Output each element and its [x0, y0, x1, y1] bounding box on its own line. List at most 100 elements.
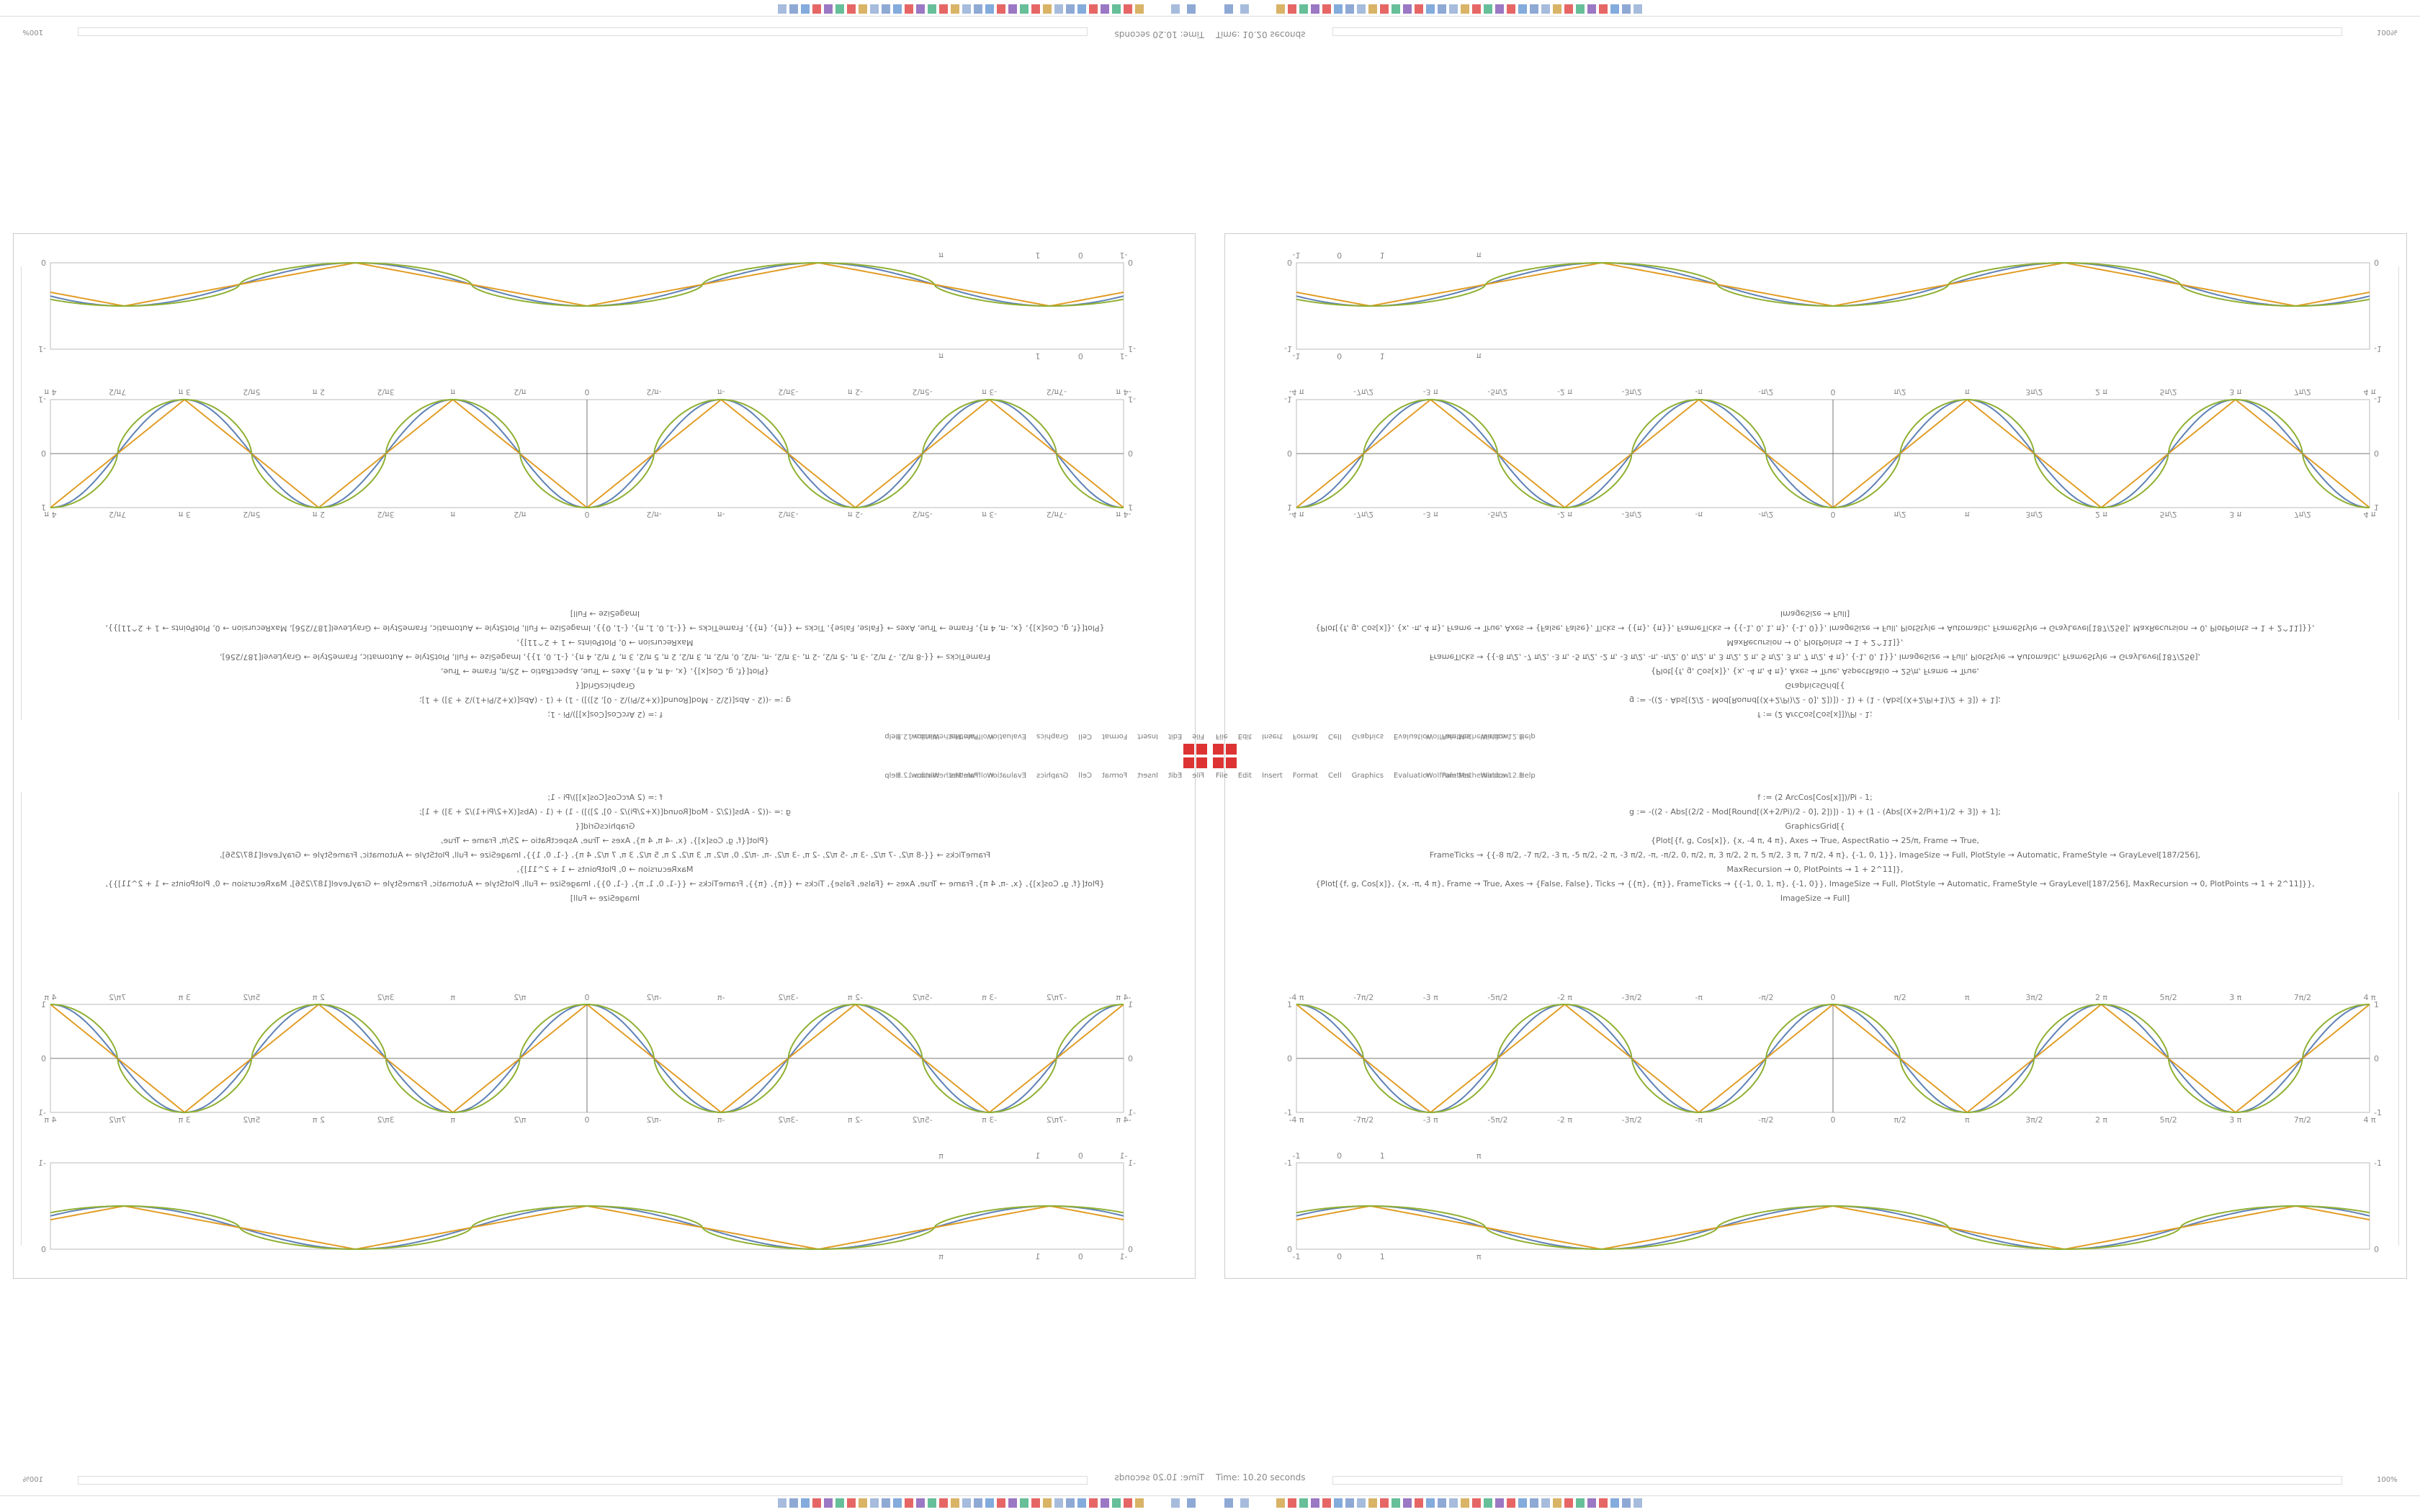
taskbar-icon[interactable] — [1054, 1498, 1063, 1508]
taskbar-icon[interactable] — [1187, 4, 1196, 14]
taskbar-icon[interactable] — [882, 1498, 890, 1508]
taskbar-icon[interactable] — [1077, 1498, 1086, 1508]
taskbar-icon[interactable] — [1077, 4, 1086, 14]
taskbar-icon[interactable] — [1622, 4, 1631, 14]
taskbar-icon[interactable] — [1426, 1498, 1435, 1508]
taskbar-icon[interactable] — [1392, 1498, 1400, 1508]
taskbar-icon[interactable] — [1541, 1498, 1550, 1508]
taskbar-icon[interactable] — [1553, 4, 1561, 14]
tool-button[interactable] — [1213, 757, 1224, 768]
taskbar-icon[interactable] — [1089, 1498, 1098, 1508]
menu-item[interactable]: Insert — [1137, 732, 1158, 740]
menu-item[interactable]: Edit — [1237, 732, 1252, 740]
tool-button[interactable] — [1196, 757, 1207, 768]
taskbar-icon[interactable] — [1240, 4, 1249, 14]
taskbar-icon[interactable] — [1530, 1498, 1538, 1508]
taskbar-icon[interactable] — [939, 4, 948, 14]
taskbar-icon[interactable] — [1622, 1498, 1631, 1508]
taskbar-icon[interactable] — [1599, 1498, 1608, 1508]
menu-item[interactable]: Edit — [1168, 732, 1183, 740]
menu-item[interactable]: Insert — [1262, 772, 1283, 780]
taskbar-icon[interactable] — [893, 4, 902, 14]
taskbar-icon[interactable] — [1380, 1498, 1389, 1508]
taskbar-icon[interactable] — [778, 4, 786, 14]
taskbar-icon[interactable] — [847, 1498, 856, 1508]
taskbar-icon[interactable] — [824, 4, 833, 14]
taskbar-icon[interactable] — [962, 1498, 971, 1508]
taskbar-icon[interactable] — [928, 1498, 936, 1508]
menu-item[interactable]: Cell — [1328, 732, 1342, 740]
taskbar-icon[interactable] — [1031, 1498, 1040, 1508]
taskbar-icon[interactable] — [1426, 4, 1435, 14]
tool-button[interactable] — [1183, 757, 1194, 768]
menu-item[interactable]: Format — [1101, 772, 1128, 780]
taskbar-icon[interactable] — [1171, 1498, 1180, 1508]
taskbar-icon[interactable] — [1101, 4, 1109, 14]
taskbar-icon[interactable] — [847, 4, 856, 14]
taskbar-icon[interactable] — [1484, 1498, 1492, 1508]
taskbar-icon[interactable] — [835, 4, 844, 14]
taskbar-icon[interactable] — [882, 4, 890, 14]
taskbar-icon[interactable] — [1610, 1498, 1619, 1508]
taskbar-icon[interactable] — [1224, 4, 1233, 14]
menu-item[interactable]: Help — [1518, 772, 1536, 780]
taskbar-icon[interactable] — [1495, 1498, 1504, 1508]
taskbar-icon[interactable] — [951, 4, 959, 14]
scrollbar[interactable] — [15, 792, 22, 1246]
taskbar-icon[interactable] — [1112, 1498, 1121, 1508]
menu-item[interactable]: Graphics — [1351, 772, 1384, 780]
taskbar-icon[interactable] — [789, 1498, 798, 1508]
taskbar-icon[interactable] — [1054, 4, 1063, 14]
taskbar-icon[interactable] — [859, 4, 867, 14]
menu-item[interactable]: Graphics — [1351, 732, 1384, 740]
taskbar-icon[interactable] — [1403, 4, 1412, 14]
taskbar-icon[interactable] — [1587, 4, 1596, 14]
taskbar-icon[interactable] — [1518, 4, 1527, 14]
taskbar-icon[interactable] — [1334, 1498, 1343, 1508]
menu-item[interactable]: Evaluation — [1393, 772, 1432, 780]
taskbar-icon[interactable] — [1368, 4, 1377, 14]
tool-button[interactable] — [1226, 744, 1237, 755]
taskbar-icon[interactable] — [1438, 1498, 1446, 1508]
taskbar-icon[interactable] — [1031, 4, 1040, 14]
taskbar-icon[interactable] — [1564, 4, 1573, 14]
menu-item[interactable]: Cell — [1078, 732, 1092, 740]
menu-item[interactable]: Format — [1101, 732, 1128, 740]
menu-item[interactable]: Edit — [1168, 772, 1183, 780]
taskbar-icon[interactable] — [1461, 4, 1469, 14]
taskbar-icon[interactable] — [812, 4, 821, 14]
scrollbar[interactable] — [2398, 266, 2405, 720]
taskbar-icon[interactable] — [1171, 4, 1180, 14]
taskbar-icon[interactable] — [916, 1498, 925, 1508]
taskbar-icon[interactable] — [1472, 4, 1481, 14]
taskbar-icon[interactable] — [1066, 4, 1075, 14]
taskbar-icon[interactable] — [893, 1498, 902, 1508]
taskbar-icon[interactable] — [870, 4, 879, 14]
taskbar-icon[interactable] — [1392, 4, 1400, 14]
taskbar-icon[interactable] — [962, 4, 971, 14]
taskbar-icon[interactable] — [1124, 4, 1132, 14]
taskbar-icon[interactable] — [789, 4, 798, 14]
taskbar-icon[interactable] — [1311, 1498, 1319, 1508]
taskbar-icon[interactable] — [1472, 1498, 1481, 1508]
taskbar-icon[interactable] — [1288, 1498, 1296, 1508]
taskbar-icon[interactable] — [997, 4, 1005, 14]
scrollbar[interactable] — [2398, 792, 2405, 1246]
menu-item[interactable]: File — [1216, 772, 1228, 780]
taskbar-icon[interactable] — [1322, 4, 1331, 14]
taskbar-icon[interactable] — [1020, 4, 1028, 14]
taskbar-icon[interactable] — [1299, 4, 1308, 14]
taskbar-icon[interactable] — [1403, 1498, 1412, 1508]
taskbar-icon[interactable] — [1461, 1498, 1469, 1508]
taskbar-icon[interactable] — [1518, 1498, 1527, 1508]
taskbar-icon[interactable] — [1530, 4, 1538, 14]
taskbar-icon[interactable] — [1187, 1498, 1196, 1508]
taskbar-icon[interactable] — [905, 1498, 913, 1508]
taskbar-icon[interactable] — [1634, 4, 1642, 14]
tool-button[interactable] — [1196, 744, 1207, 755]
tool-button[interactable] — [1213, 744, 1224, 755]
taskbar-icon[interactable] — [801, 1498, 810, 1508]
taskbar-icon[interactable] — [1634, 1498, 1642, 1508]
taskbar-icon[interactable] — [859, 1498, 867, 1508]
taskbar-icon[interactable] — [1135, 1498, 1144, 1508]
